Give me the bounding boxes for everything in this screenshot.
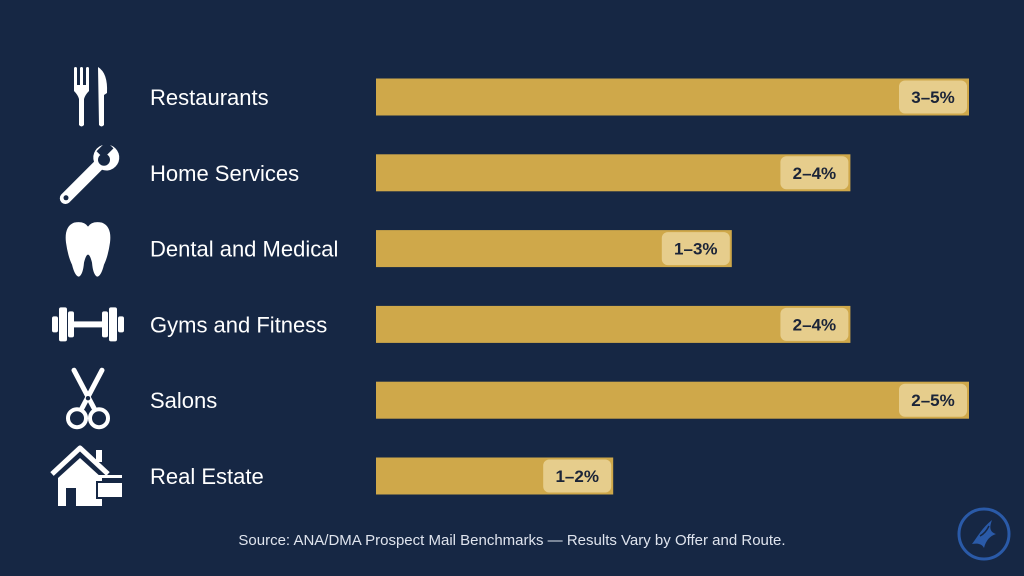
source-footnote: Source: ANA/DMA Prospect Mail Benchmarks…: [238, 532, 786, 549]
tooth-icon: [65, 222, 111, 277]
value-label: 3–5%: [911, 88, 954, 107]
brand-logo-icon: [957, 507, 1011, 561]
scissors-icon: [66, 367, 110, 430]
bar: [376, 381, 969, 419]
category-label: Restaurants: [150, 85, 269, 110]
category-label: Gyms and Fitness: [150, 312, 327, 337]
value-pill: [543, 459, 612, 493]
value-pill: [780, 307, 849, 341]
fork-knife-icon: [74, 67, 108, 127]
bar: [376, 305, 851, 343]
category-label: Home Services: [150, 161, 299, 186]
category-labels: Restaurants Home Services Dental and Medic…: [150, 85, 338, 489]
bars: 3–5% 2–4% 1–3% 2–4% 2–5% 1–2%: [376, 78, 969, 495]
wrench-icon: [59, 141, 120, 205]
dumbbell-icon: [52, 307, 124, 342]
value-label: 1–3%: [674, 240, 717, 259]
category-icons: [50, 67, 124, 506]
category-label: Dental and Medical: [150, 237, 338, 262]
value-pill: [899, 383, 967, 417]
category-label: Real Estate: [150, 464, 264, 489]
house-icon: [50, 445, 124, 506]
value-label: 2–4%: [793, 164, 836, 183]
value-pill: [899, 80, 967, 114]
value-label: 2–4%: [793, 315, 836, 334]
value-pill: [661, 232, 730, 266]
value-label: 2–5%: [911, 391, 954, 410]
bar: [376, 154, 851, 192]
category-label: Salons: [150, 388, 217, 413]
value-label: 1–2%: [555, 467, 598, 486]
bar: [376, 78, 969, 116]
value-pill: [780, 156, 849, 190]
